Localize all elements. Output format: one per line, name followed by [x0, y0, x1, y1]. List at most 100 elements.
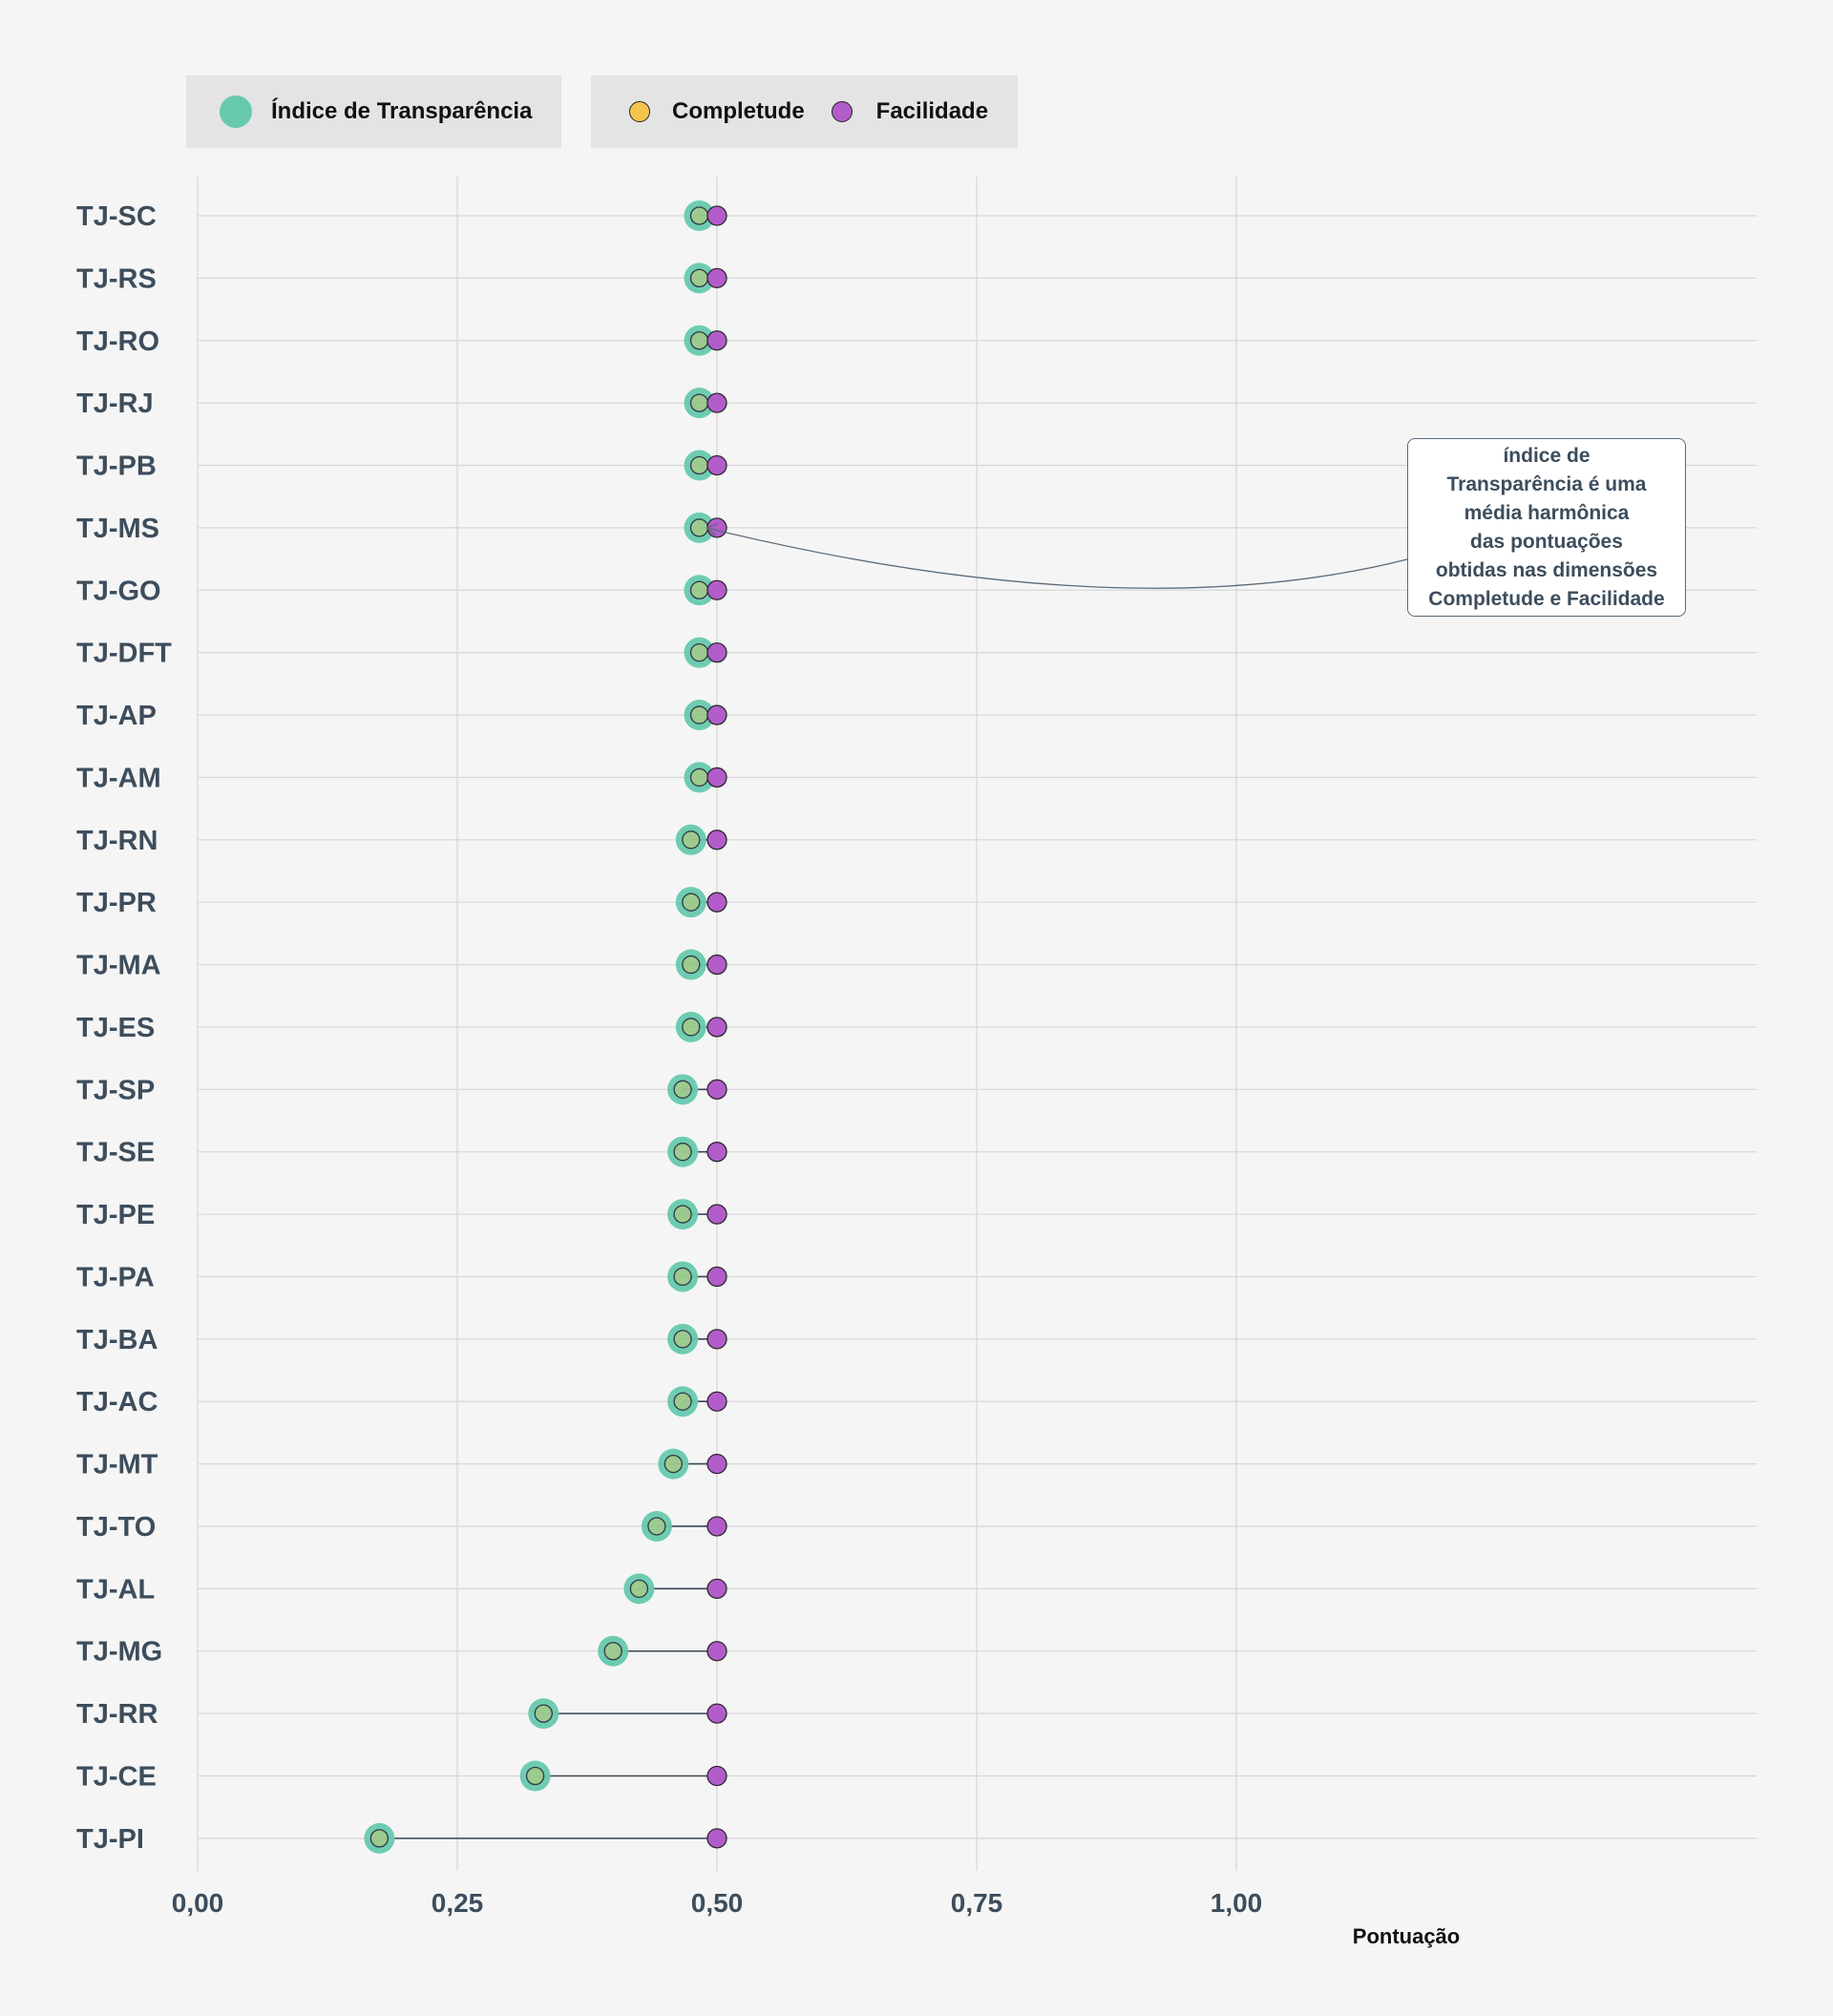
- ease-point: [706, 766, 727, 788]
- index-point: [684, 200, 715, 231]
- y-tick-label: TJ-PI: [76, 1824, 144, 1855]
- completeness-point: [534, 1704, 553, 1723]
- y-tick-label: TJ-RS: [76, 263, 157, 294]
- index-point: [519, 1760, 551, 1792]
- ease-point: [706, 830, 727, 850]
- completeness-point: [689, 767, 709, 788]
- y-tick-label: TJ-RN: [76, 826, 158, 856]
- ease-point: [706, 1266, 727, 1288]
- index-point: [675, 887, 706, 918]
- index-point: [684, 450, 715, 481]
- x-axis-label: Pontuação: [1353, 1924, 1460, 1948]
- ease-point: [706, 392, 727, 413]
- x-axis-tick-labels: 0,00 0,25 0,50 0,75 1,00: [172, 1888, 1263, 1918]
- ease-point: [706, 642, 727, 663]
- y-tick-label: TJ-PB: [76, 452, 157, 482]
- completeness-point: [682, 955, 701, 975]
- index-point: [684, 700, 715, 731]
- ease-point: [706, 1142, 727, 1163]
- y-tick-label: TJ-GO: [76, 576, 161, 606]
- legend-completeness-label: Completude: [672, 98, 805, 124]
- completeness-point: [629, 1579, 649, 1599]
- completeness-point: [682, 1018, 701, 1037]
- y-tick-label: TJ-AC: [76, 1387, 158, 1418]
- y-tick-label: TJ-PR: [76, 888, 157, 918]
- horizontal-gridlines: [198, 215, 1757, 1839]
- index-point: [667, 1136, 699, 1167]
- completeness-point: [689, 518, 709, 537]
- y-tick-label: TJ-ES: [76, 1013, 155, 1043]
- y-tick-label: TJ-AP: [76, 701, 157, 731]
- completeness-point: [664, 1454, 683, 1474]
- ease-point: [706, 1453, 727, 1475]
- y-tick-label: TJ-RR: [76, 1699, 158, 1730]
- y-tick-label: TJ-RO: [76, 326, 159, 357]
- y-tick-label: TJ-MA: [76, 951, 161, 981]
- y-tick-label: TJ-CE: [76, 1762, 157, 1793]
- index-point: [598, 1635, 629, 1667]
- index-point: [675, 824, 706, 855]
- y-tick-label: TJ-TO: [76, 1512, 156, 1543]
- ease-point: [706, 1578, 727, 1600]
- annotation-arrowhead: [706, 523, 719, 536]
- annotation-line: Completude e Facilidade: [1428, 587, 1665, 610]
- ease-point: [706, 892, 727, 913]
- ease-point: [706, 954, 727, 976]
- ease-point: [706, 205, 727, 226]
- annotation-callout: índice de Transparência é uma média harm…: [1407, 438, 1686, 617]
- ease-point: [706, 579, 727, 600]
- index-point: [684, 637, 715, 668]
- index-point: [684, 512, 715, 543]
- ease-point: [706, 1703, 727, 1724]
- completeness-point: [673, 1080, 692, 1099]
- completeness-point: [647, 1517, 666, 1536]
- completeness-point: [673, 1143, 692, 1162]
- index-point: [667, 1386, 699, 1418]
- ease-point: [706, 704, 727, 725]
- x-tick-label: 0,75: [951, 1888, 1003, 1918]
- completeness-point: [689, 580, 709, 599]
- completeness-point: [682, 830, 701, 850]
- index-point: [684, 575, 715, 606]
- completeness-point: [525, 1766, 545, 1786]
- completeness-point: [689, 206, 709, 225]
- annotation-line: índice de: [1503, 444, 1591, 467]
- completeness-point: [689, 393, 709, 412]
- index-point: [684, 388, 715, 419]
- index-point: [667, 1074, 699, 1105]
- index-point: [675, 949, 706, 980]
- ease-point: [706, 1516, 727, 1537]
- index-point: [684, 262, 715, 294]
- index-point: [667, 1323, 699, 1354]
- y-tick-label: TJ-DFT: [76, 639, 172, 669]
- legend-index-marker: [220, 95, 252, 128]
- annotation-line: média harmônica: [1464, 501, 1630, 524]
- legend-ease-label: Facilidade: [875, 98, 989, 124]
- index-point: [684, 325, 715, 356]
- completeness-point: [369, 1829, 390, 1848]
- ease-point: [706, 1391, 727, 1412]
- x-tick-label: 0,25: [432, 1888, 484, 1918]
- ease-point: [706, 1079, 727, 1100]
- legend-dimensions: Completude Facilidade: [591, 75, 1018, 148]
- y-tick-label: TJ-AM: [76, 763, 161, 793]
- index-point: [675, 1011, 706, 1042]
- y-tick-label: TJ-MG: [76, 1637, 162, 1668]
- index-point: [667, 1199, 699, 1230]
- legend-completeness-marker: [629, 101, 650, 122]
- completeness-point: [689, 643, 709, 662]
- y-tick-label: TJ-MS: [76, 514, 159, 544]
- completeness-point: [673, 1267, 692, 1287]
- x-tick-label: 1,00: [1211, 1888, 1263, 1918]
- x-tick-label: 0,00: [172, 1888, 224, 1918]
- completeness-point: [603, 1642, 622, 1661]
- ease-point: [706, 1017, 727, 1038]
- ease-point: [706, 517, 727, 538]
- index-point: [364, 1822, 395, 1854]
- y-tick-label: TJ-SE: [76, 1138, 155, 1168]
- legend-index: Índice de Transparência: [186, 75, 561, 148]
- x-tick-label: 0,50: [691, 1888, 744, 1918]
- index-point: [658, 1448, 689, 1480]
- completeness-point: [689, 331, 709, 350]
